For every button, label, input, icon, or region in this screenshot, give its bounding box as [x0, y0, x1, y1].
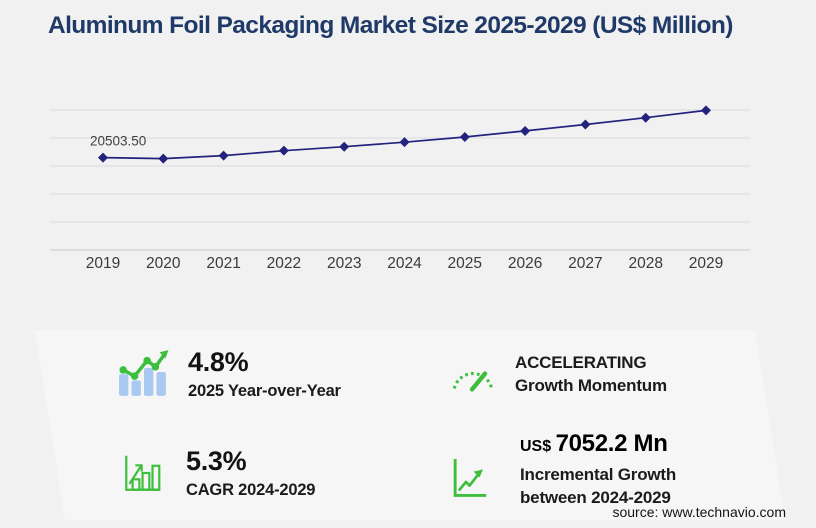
svg-text:2027: 2027 — [568, 255, 602, 272]
svg-text:2024: 2024 — [387, 255, 422, 272]
speedometer-icon — [452, 371, 494, 392]
momentum-line2: Growth Momentum — [515, 375, 667, 395]
bar-chart-trend-icon — [119, 350, 169, 396]
svg-text:20503.50: 20503.50 — [90, 134, 146, 149]
incremental-value: 7052.2 Mn — [555, 430, 668, 457]
svg-text:2028: 2028 — [628, 255, 662, 272]
svg-text:2023: 2023 — [327, 255, 361, 272]
svg-text:2021: 2021 — [206, 255, 240, 272]
yoy-value: 4.8% — [188, 347, 249, 377]
cagr-label: CAGR 2024-2029 — [186, 480, 316, 499]
line-growth-icon — [453, 459, 487, 497]
page-title: Aluminum Foil Packaging Market Size 2025… — [48, 12, 733, 39]
source-credit: source: www.technavio.com — [612, 504, 786, 520]
svg-text:2026: 2026 — [508, 255, 542, 272]
yoy-label: 2025 Year-over-Year — [188, 381, 341, 400]
incremental-value-line: US$ 7052.2 Mn — [520, 430, 760, 458]
incremental-line2: between 2024-2029 — [520, 487, 671, 507]
incremental-currency: US$ — [520, 438, 552, 455]
incremental-line1: Incremental Growth — [520, 465, 677, 484]
growth-bars-icon — [125, 455, 161, 491]
svg-text:2025: 2025 — [448, 255, 482, 272]
svg-text:2029: 2029 — [689, 255, 723, 272]
market-size-line-chart: 2019 2020 2021 2022 2023 2024 2025 2026 2027 2028… — [50, 105, 750, 272]
cagr-value: 5.3% — [186, 446, 247, 476]
svg-text:2020: 2020 — [146, 255, 181, 272]
svg-text:2019: 2019 — [86, 255, 120, 272]
momentum-line1: ACCELERATING — [515, 353, 647, 372]
svg-text:2022: 2022 — [267, 255, 301, 272]
